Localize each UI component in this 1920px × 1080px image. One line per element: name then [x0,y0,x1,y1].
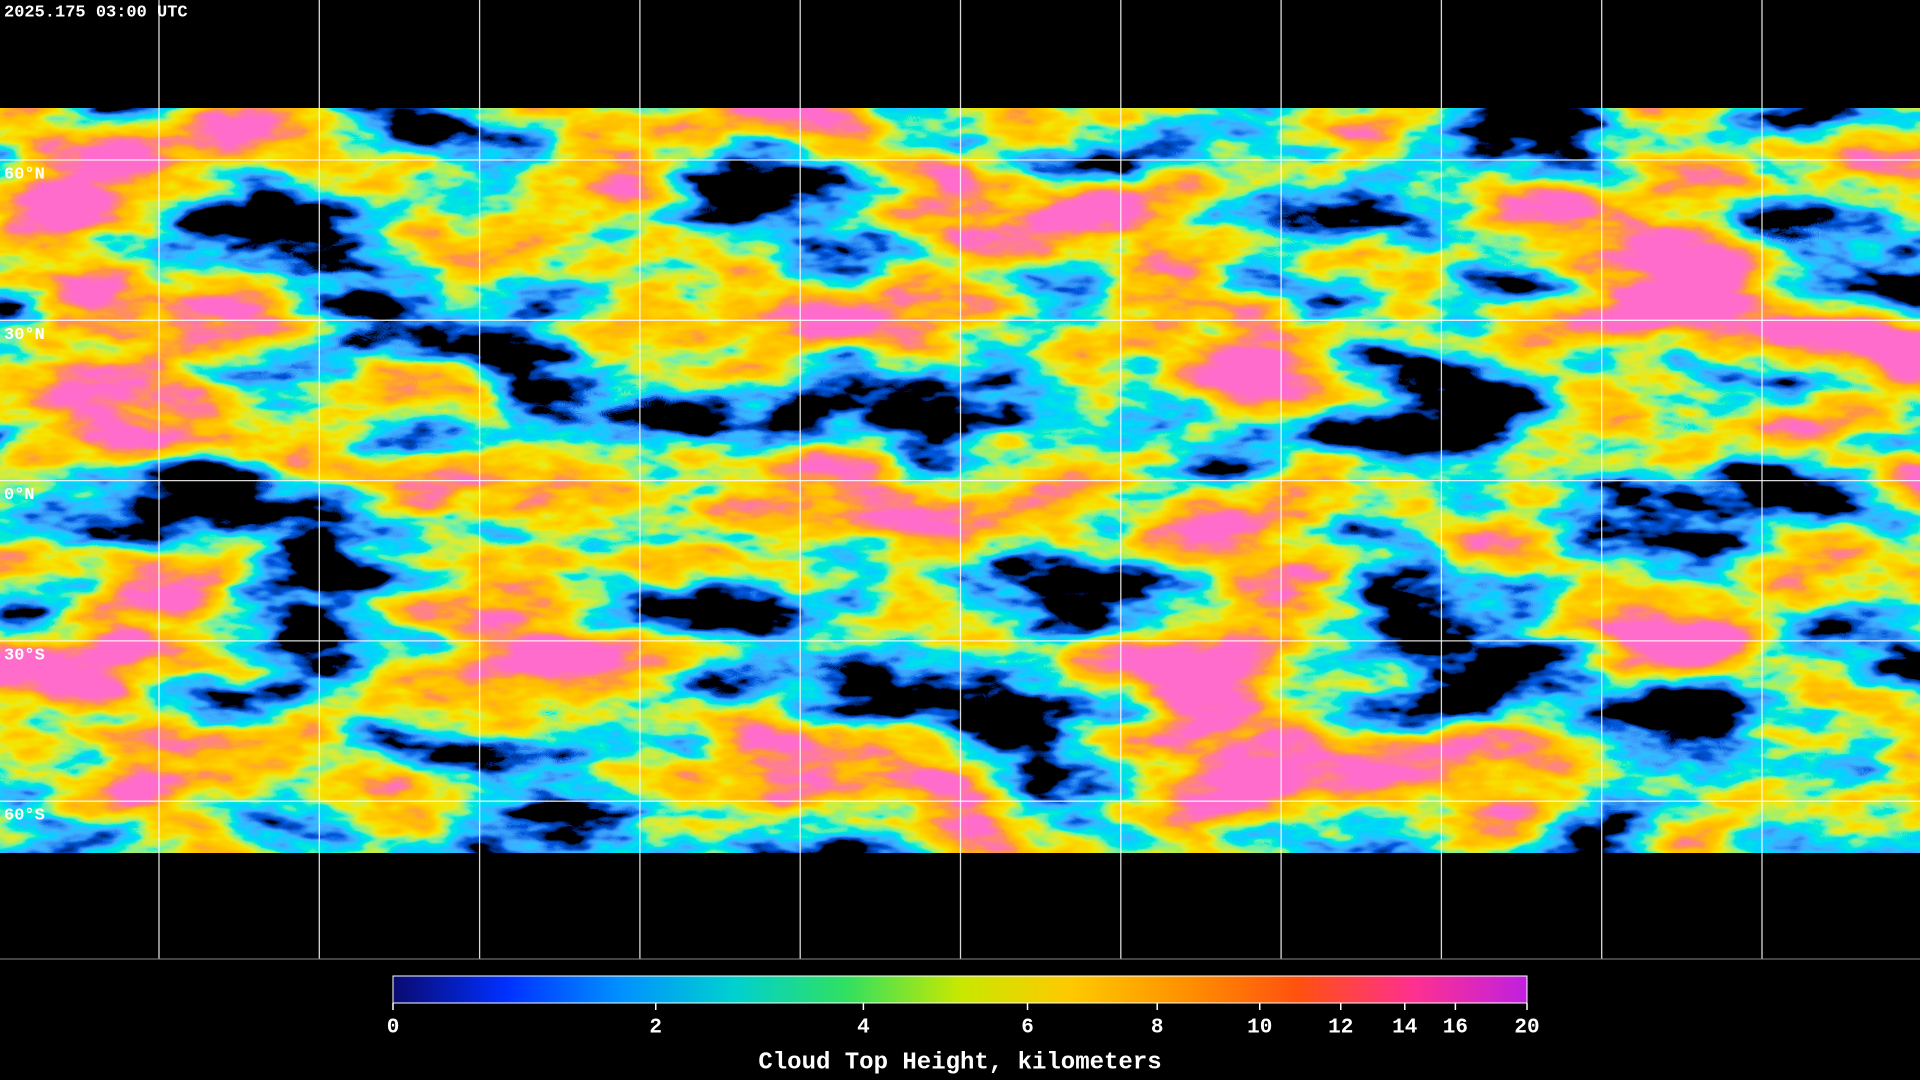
lat-label: 30°N [4,326,45,345]
colorbar-label: Cloud Top Height, kilometers [758,1049,1161,1076]
colorbar-tick-label: 4 [857,1017,870,1040]
lat-label: 60°N [4,165,45,184]
timestamp: 2025.175 03:00 UTC [4,3,188,22]
colorbar-ticks: 0 2 4 6 8 10 12 14 16 20 [387,1003,1540,1040]
colorbar-tick-label: 10 [1247,1017,1272,1040]
lat-label: 30°S [4,646,45,665]
colorbar-tick-label: 16 [1443,1017,1468,1040]
colorbar-tick-label: 6 [1021,1017,1034,1040]
colorbar-tick-label: 20 [1514,1017,1539,1040]
lat-label: 0°N [4,486,35,505]
colorbar-tick-label: 12 [1328,1017,1353,1040]
colorbar [392,975,1528,1004]
colorbar-tick-label: 2 [649,1017,662,1040]
colorbar-tick-label: 8 [1151,1017,1164,1040]
colorbar-tick-label: 14 [1392,1017,1417,1040]
colorbar-tick-label: 0 [387,1017,400,1040]
lat-label: 60°S [4,807,45,826]
graticule: 60°N 30°N 0°N 30°S 60°S [0,0,1920,959]
